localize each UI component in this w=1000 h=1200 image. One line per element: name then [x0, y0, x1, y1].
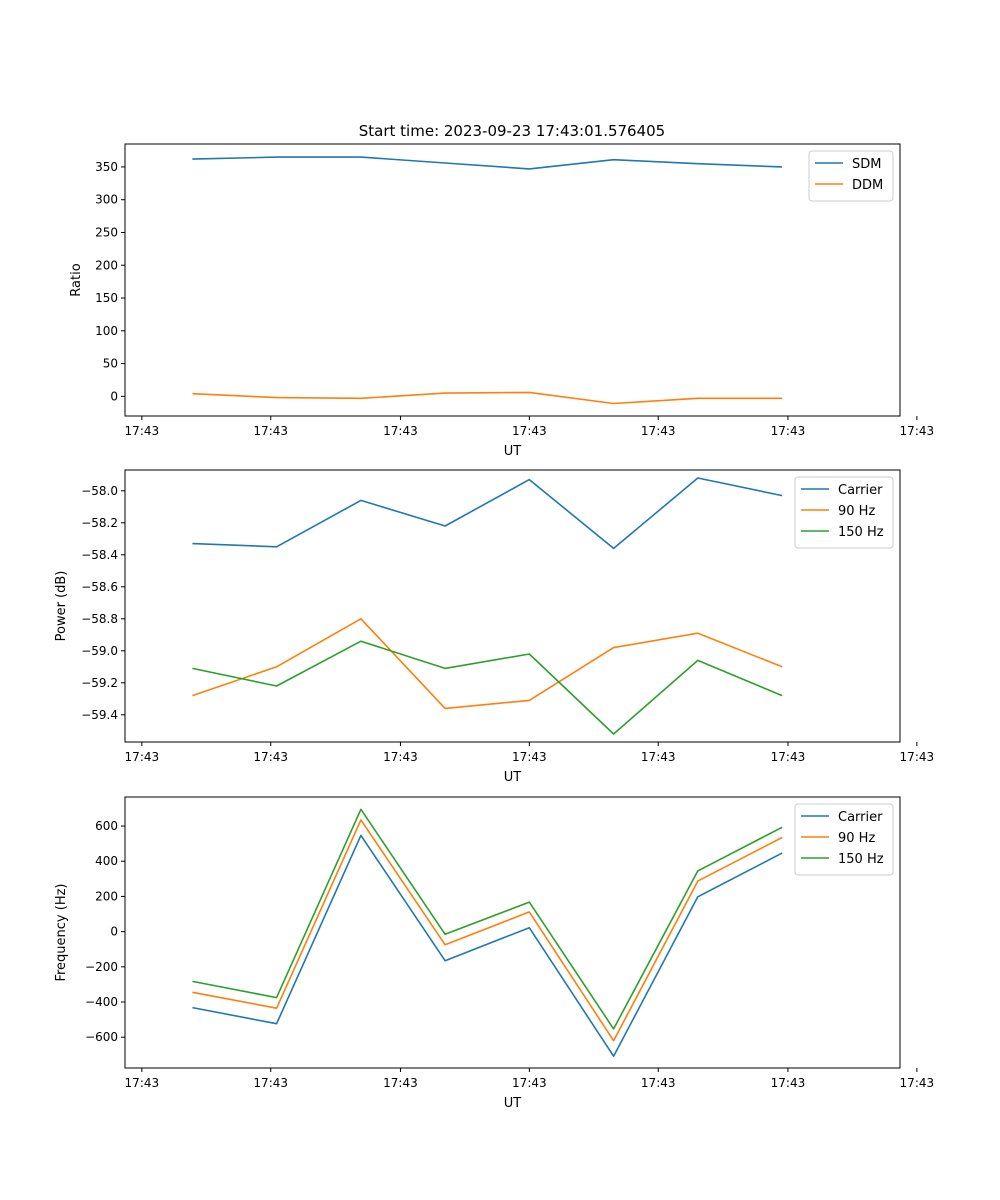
legend-label: 90 Hz: [838, 504, 875, 519]
x-tick-label: 17:43: [512, 424, 547, 438]
x-tick-label: 17:43: [771, 750, 806, 764]
x-tick-label: 17:43: [512, 1076, 547, 1090]
series-line-sdm: [192, 156, 783, 170]
y-axis-label: Frequency (Hz): [54, 883, 69, 981]
x-tick-label: 17:43: [641, 424, 676, 438]
x-tick-label: 17:43: [383, 424, 418, 438]
x-tick-label: 17:43: [641, 750, 676, 764]
series-line-carrier: [192, 834, 783, 1057]
y-tick-label: −58.2: [81, 516, 118, 530]
x-tick-label: 17:43: [900, 424, 935, 438]
y-tick-label: −59.0: [81, 644, 118, 658]
y-axis-label: Ratio: [69, 263, 84, 296]
y-tick-label: 200: [95, 889, 118, 903]
legend-label: SDM: [852, 157, 881, 172]
x-tick-label: 17:43: [125, 1076, 160, 1090]
y-tick-label: 350: [95, 160, 118, 174]
y-tick-label: −58.6: [81, 580, 118, 594]
x-tick-label: 17:43: [771, 1076, 806, 1090]
y-tick-label: −600: [85, 1030, 118, 1044]
series-line-150-hz: [192, 640, 783, 735]
x-tick-label: 17:43: [125, 750, 160, 764]
y-tick-label: 0: [110, 389, 118, 403]
x-tick-label: 17:43: [253, 424, 288, 438]
axes-frame: [124, 469, 901, 743]
panels: 17:43 17:43 17:43 17:43 17:43 17:43 17:43 0 50 10…: [54, 143, 935, 1111]
x-tick-label: 17:43: [641, 1076, 676, 1090]
y-tick-label: −200: [85, 960, 118, 974]
y-axis-label: Power (dB): [54, 571, 69, 642]
legend-label: Carrier: [838, 483, 883, 498]
y-tick-label: −58.4: [81, 548, 118, 562]
legend-label: 150 Hz: [838, 525, 884, 540]
legend: Carrier 90 Hz 150 Hz: [794, 803, 894, 876]
panel-3: 17:43 17:43 17:43 17:43 17:43 17:43 17:43 −600 −…: [54, 796, 935, 1111]
y-tick-label: 50: [103, 357, 118, 371]
y-tick-label: 100: [95, 324, 118, 338]
x-tick-label: 17:43: [900, 750, 935, 764]
x-axis-label: UT: [504, 444, 522, 459]
x-tick-label: 17:43: [253, 1076, 288, 1090]
y-tick-label: 250: [95, 225, 118, 239]
legend-label: 90 Hz: [838, 831, 875, 846]
x-tick-label: 17:43: [383, 750, 418, 764]
series-line-carrier: [192, 477, 783, 550]
x-tick-label: 17:43: [512, 750, 547, 764]
y-tick-label: 600: [95, 819, 118, 833]
axes-frame: [124, 143, 901, 417]
x-tick-label: 17:43: [383, 1076, 418, 1090]
x-tick-label: 17:43: [253, 750, 288, 764]
y-tick-label: 300: [95, 193, 118, 207]
legend-label: 150 Hz: [838, 852, 884, 867]
x-tick-label: 17:43: [900, 1076, 935, 1090]
series-line-90-hz: [192, 617, 783, 710]
y-tick-label: −400: [85, 995, 118, 1009]
series-line-90-hz: [192, 819, 783, 1042]
series-line-ddm: [192, 391, 783, 405]
y-tick-label: −59.4: [81, 708, 118, 722]
legend: SDM DDM: [808, 150, 894, 202]
series-line-150-hz: [192, 808, 783, 1030]
y-tick-label: −59.2: [81, 676, 118, 690]
panel-1: 17:43 17:43 17:43 17:43 17:43 17:43 17:43 0 50 10…: [69, 143, 935, 459]
panel-2: 17:43 17:43 17:43 17:43 17:43 17:43 17:43 −59.4…: [54, 469, 935, 785]
y-tick-label: 200: [95, 258, 118, 272]
figure-title: Start time: 2023-09-23 17:43:01.576405: [359, 122, 665, 140]
y-tick-label: −58.8: [81, 612, 118, 626]
legend-label: DDM: [852, 178, 883, 193]
y-tick-label: 0: [110, 925, 118, 939]
y-tick-label: −58.0: [81, 484, 118, 498]
x-axis-label: UT: [504, 770, 522, 785]
axes-frame: [124, 796, 901, 1069]
y-tick-label: 400: [95, 854, 118, 868]
y-tick-label: 150: [95, 291, 118, 305]
legend: Carrier 90 Hz 150 Hz: [794, 476, 894, 549]
x-axis-label: UT: [504, 1096, 522, 1111]
legend-label: Carrier: [838, 810, 883, 825]
x-tick-label: 17:43: [125, 424, 160, 438]
x-tick-label: 17:43: [771, 424, 806, 438]
